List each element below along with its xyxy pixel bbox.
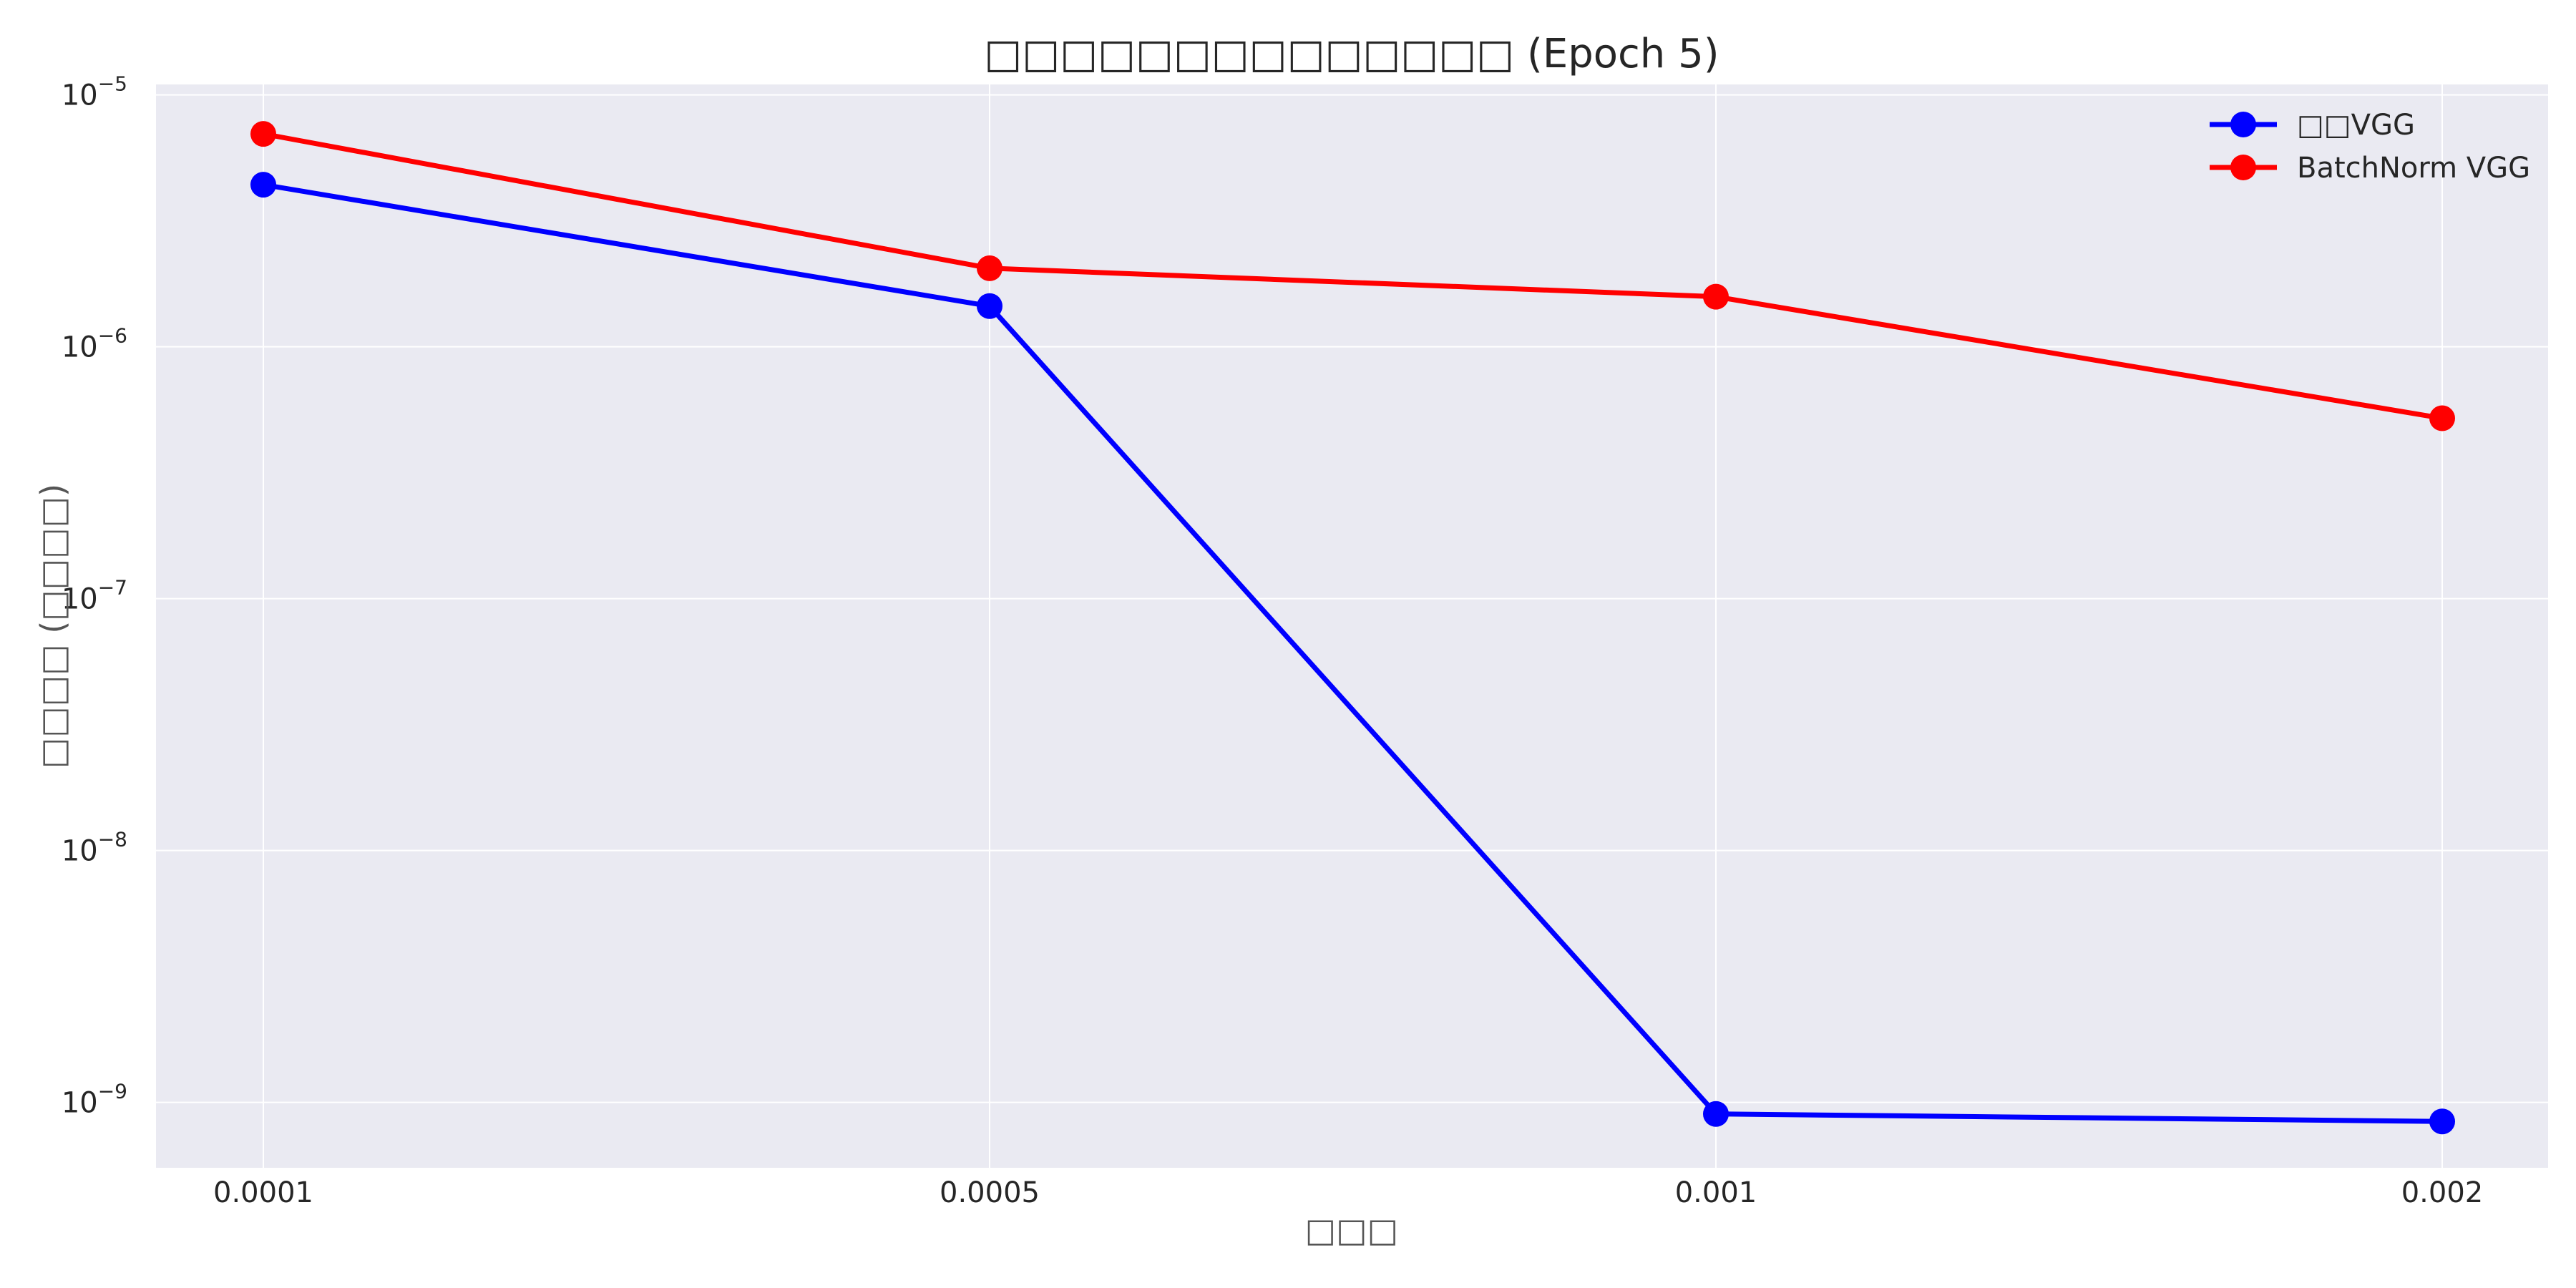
series-layer (250, 121, 2455, 1135)
legend-marker-series-2 (2230, 155, 2256, 180)
y-tick-exponent: −9 (98, 1080, 127, 1103)
x-tick-label: 0.0005 (940, 1176, 1040, 1209)
tick-labels: 10−910−810−710−610−50.0001 0.0005 0.001 0.0… (62, 72, 2483, 1209)
data-point-series-2 (2429, 405, 2455, 431)
data-point-series-1 (2429, 1108, 2455, 1135)
series-line-2 (263, 131, 2443, 421)
y-tick-exponent: −8 (98, 828, 127, 852)
plot-area (156, 84, 2548, 1168)
legend: □□VGG BatchNorm VGG (2210, 109, 2530, 185)
y-tick-base: 10 (62, 79, 98, 112)
legend-label-series-2: BatchNorm VGG (2297, 152, 2530, 185)
y-tick-exponent: −7 (98, 576, 127, 600)
y-tick-label: 10−8 (62, 828, 127, 868)
y-tick-label: 10−7 (62, 576, 127, 616)
y-tick-base: 10 (62, 1087, 98, 1120)
x-tick-label: 0.002 (2401, 1176, 2484, 1209)
y-tick-base: 10 (62, 835, 98, 868)
data-point-series-1 (250, 172, 276, 198)
chart-title: □□□□□□□□□□□□□□ (Epoch 5) (984, 31, 1719, 77)
y-tick-label: 10−6 (62, 324, 127, 364)
y-axis-label: □□□□ (□□□□) (34, 484, 72, 769)
y-tick-base: 10 (62, 583, 98, 616)
legend-label-series-1: □□VGG (2297, 109, 2415, 142)
x-axis-label: □□□ (1305, 1211, 1398, 1249)
y-tick-label: 10−9 (62, 1080, 127, 1120)
series-line-1 (263, 182, 2443, 1124)
y-tick-exponent: −5 (98, 72, 127, 96)
x-tick-label: 0.0001 (213, 1176, 313, 1209)
data-point-series-2 (250, 121, 276, 147)
data-point-series-1 (1703, 1101, 1729, 1127)
x-tick-label: 0.001 (1675, 1176, 1757, 1209)
data-point-series-2 (977, 255, 1002, 281)
data-point-series-2 (1703, 283, 1729, 310)
grid (156, 84, 2548, 1168)
data-point-series-1 (977, 293, 1002, 319)
y-tick-label: 10−5 (62, 72, 127, 112)
y-tick-base: 10 (62, 331, 98, 364)
y-tick-exponent: −6 (98, 324, 127, 348)
legend-marker-series-1 (2230, 112, 2256, 137)
